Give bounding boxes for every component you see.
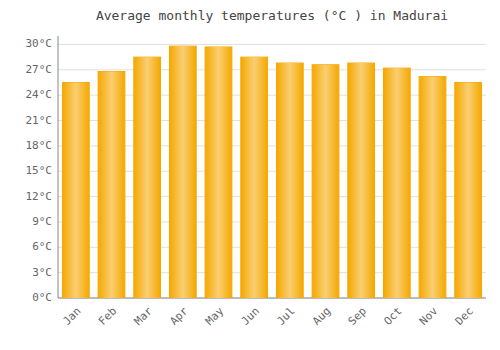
x-tick-label: Jul	[274, 305, 297, 328]
chart-container: 0°C 3°C 6°C 9°C 12°C 15°C 18°C 21°C 24°C 27°C 30°C…	[0, 0, 500, 350]
bar-highlight	[241, 57, 268, 298]
bar-highlight	[134, 57, 161, 298]
bar-highlight	[276, 63, 303, 298]
y-tick-label: 3°C	[32, 266, 52, 279]
bar-highlight	[455, 82, 482, 298]
bar-highlight	[62, 82, 89, 298]
y-tick-label: 6°C	[32, 240, 52, 253]
y-tick-label: 12°C	[26, 190, 53, 203]
y-tick-label: 15°C	[26, 164, 53, 177]
x-tick-label: Jan	[60, 305, 83, 328]
axes: 0°C 3°C 6°C 9°C 12°C 15°C 18°C 21°C 24°C 27°C 30°C…	[26, 36, 487, 328]
y-tick-label: 18°C	[26, 139, 53, 152]
y-tick-label: 27°C	[26, 63, 53, 76]
y-tick-label: 30°C	[26, 37, 53, 50]
bar-group	[455, 82, 482, 298]
title: Average monthly temperatures (°C ) in Ma…	[96, 8, 448, 23]
bar	[241, 57, 268, 298]
y-tick-label: 0°C	[32, 291, 52, 304]
grid	[58, 44, 486, 298]
bar-highlight	[98, 71, 125, 298]
bar	[169, 46, 196, 298]
bar-group	[205, 47, 232, 298]
bar	[312, 65, 339, 298]
bar-group	[419, 77, 446, 298]
bar-group	[134, 57, 161, 298]
bar	[419, 77, 446, 298]
x-tick-label: Apr	[167, 304, 191, 328]
bar-group	[98, 71, 125, 298]
bar	[276, 63, 303, 298]
bar	[134, 57, 161, 298]
bar	[98, 71, 125, 298]
bar	[62, 82, 89, 298]
x-tick-label: Sep	[346, 305, 369, 328]
bar-highlight	[383, 68, 410, 298]
x-tick-label: Dec	[453, 305, 476, 328]
bar-group	[383, 68, 410, 298]
bar	[455, 82, 482, 298]
x-tick-label: Feb	[96, 305, 119, 328]
grid-line	[58, 69, 486, 70]
bar-group	[241, 57, 268, 298]
y-tick-label: 9°C	[32, 215, 52, 228]
bar-group	[312, 65, 339, 298]
bar-highlight	[205, 47, 232, 298]
bar	[348, 63, 375, 298]
bar-group	[276, 63, 303, 298]
x-tick-label: Nov	[417, 304, 441, 328]
y-axis-line	[58, 36, 59, 298]
bar-group	[348, 63, 375, 298]
bar-highlight	[348, 63, 375, 298]
grid-line	[58, 44, 486, 45]
bar-highlight	[169, 46, 196, 298]
bar-group	[62, 82, 89, 298]
x-tick-label: Mar	[132, 304, 156, 328]
x-tick-label: May	[203, 304, 227, 328]
chart: 0°C 3°C 6°C 9°C 12°C 15°C 18°C 21°C 24°C 27°C 30°C…	[0, 0, 500, 350]
y-tick-label: 21°C	[26, 114, 53, 127]
bar	[205, 47, 232, 298]
bar	[383, 68, 410, 298]
bars	[62, 46, 481, 298]
x-tick-label: Oct	[381, 305, 404, 328]
bar-highlight	[312, 65, 339, 298]
bar-highlight	[419, 77, 446, 298]
x-tick-label: Jun	[239, 305, 262, 328]
x-tick-label: Aug	[310, 305, 333, 328]
bar-group	[169, 46, 196, 298]
y-tick-label: 24°C	[26, 88, 53, 101]
